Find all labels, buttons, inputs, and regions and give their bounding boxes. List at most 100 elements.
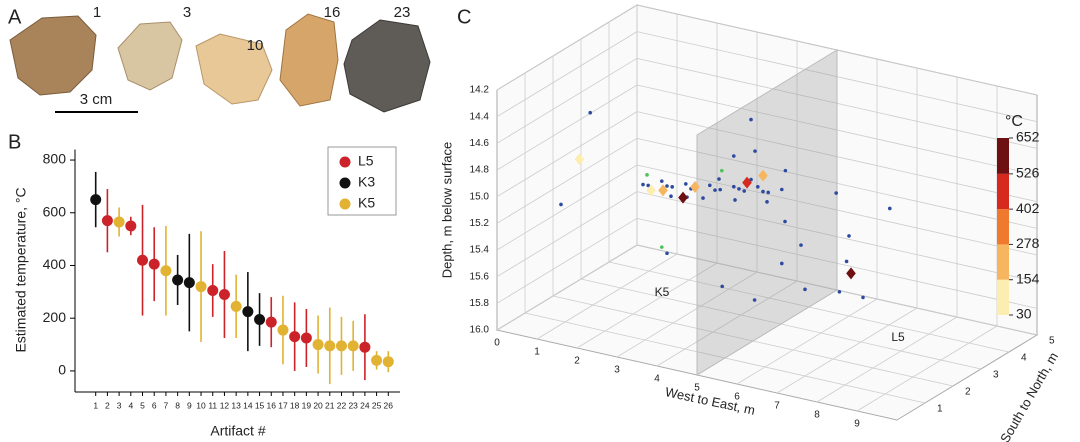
data-point [265,316,277,328]
y-axis-label: Estimated temperature, °C [13,187,29,352]
find-point [720,168,724,173]
x-tick-label: 7 [164,400,169,410]
x-tick-label: 5 [694,383,700,394]
z-tick-label: 15.8 [470,298,490,309]
x-tick-label: 8 [814,410,820,421]
find-point [847,234,851,238]
find-point [717,177,721,181]
find-point [684,182,688,186]
z-tick-label: 16.0 [470,325,490,336]
x-tick-label: 0 [494,338,500,349]
data-point [300,332,312,344]
boundary-plane [696,49,838,376]
x-tick-label: 12 [220,400,230,410]
stone [9,15,97,96]
z-tick-label: 14.6 [470,138,490,149]
find-point [733,198,737,202]
y-tick-label: 5 [1049,336,1055,347]
find-point [837,289,842,294]
scale-label: 3 cm [80,91,113,108]
x-tick-label: 9 [854,419,860,430]
find-point [799,243,803,247]
find-point [737,187,741,191]
artifact-photos [9,13,431,113]
colorbar-segment [997,173,1009,210]
x-tick-label: 9 [187,400,192,410]
find-point [701,196,705,200]
artifact-marker [758,169,768,182]
x-tick-label: 26 [384,400,394,410]
panel-label: A [8,6,22,28]
colorbar-title: °C [1005,113,1023,130]
region-label: K5 [655,285,670,299]
find-point [780,261,784,266]
grid-line [496,191,638,278]
x-tick-label: 24 [360,400,370,410]
x-tick-label: 5 [140,400,145,410]
grid-line [576,262,718,349]
find-point [783,219,787,224]
z-tick-label: 14.4 [470,111,490,122]
z-axis-label: Depth, m below surface [439,142,454,279]
data-point [242,306,254,318]
data-point [382,356,394,368]
find-point [844,259,849,264]
data-point [148,258,160,270]
find-point [665,251,669,256]
y-tick-label: 600 [43,203,67,219]
z-tick-label: 15.0 [470,191,490,202]
x-tick-label: 10 [196,400,206,410]
x-tick-label: 6 [152,400,157,410]
data-point [207,285,219,297]
x-tick-label: 4 [654,374,660,385]
artifact-marker [846,267,856,280]
x-axis-label: Artifact # [210,423,265,439]
data-point [324,340,336,352]
find-point [780,187,784,192]
z-tick-label: 14.8 [470,165,490,176]
find-point [646,183,650,188]
x-tick-label: 23 [348,400,358,410]
data-point [125,220,137,232]
y-tick-label: 400 [43,256,67,272]
y-tick-label: 1 [937,404,943,415]
find-point [732,154,736,158]
find-point [749,117,753,122]
y-tick-label: 200 [43,309,67,325]
data-point [101,215,113,227]
x-tick-label: 17 [278,400,288,410]
find-point [761,189,765,194]
z-tick-label: 14.2 [470,85,490,96]
z-tick-label: 15.6 [470,271,490,282]
find-point [756,184,760,189]
find-point [708,183,712,188]
x-tick-label: 1 [93,400,98,410]
artifact-marker [646,184,656,197]
y-tick-label: 0 [58,362,66,378]
x-tick-label: 25 [372,400,382,410]
grid-line [776,307,918,394]
find-point [888,206,892,211]
find-point [765,200,769,204]
x-axis-label: West to East, m [664,384,757,418]
grid-line [496,31,638,118]
artifact-number: 23 [394,4,411,21]
grid-line [496,244,638,331]
z-tick-label: 15.4 [470,245,490,256]
legend-label: L5 [358,153,374,169]
find-point [720,284,724,289]
grid-line [536,253,678,340]
data-point [230,300,242,312]
stone [343,19,431,113]
find-point [834,191,838,195]
data-point [90,194,102,206]
colorbar-segment [997,279,1009,315]
x-tick-label: 3 [614,365,620,376]
artifact-number: 1 [93,4,101,21]
artifact-marker [742,176,752,189]
find-point [718,187,722,192]
y-tick-label: 2 [965,387,971,398]
colorbar-segment [997,244,1009,280]
x-tick-label: 15 [255,400,265,410]
colorbar-tick-label: 278 [1016,235,1040,251]
